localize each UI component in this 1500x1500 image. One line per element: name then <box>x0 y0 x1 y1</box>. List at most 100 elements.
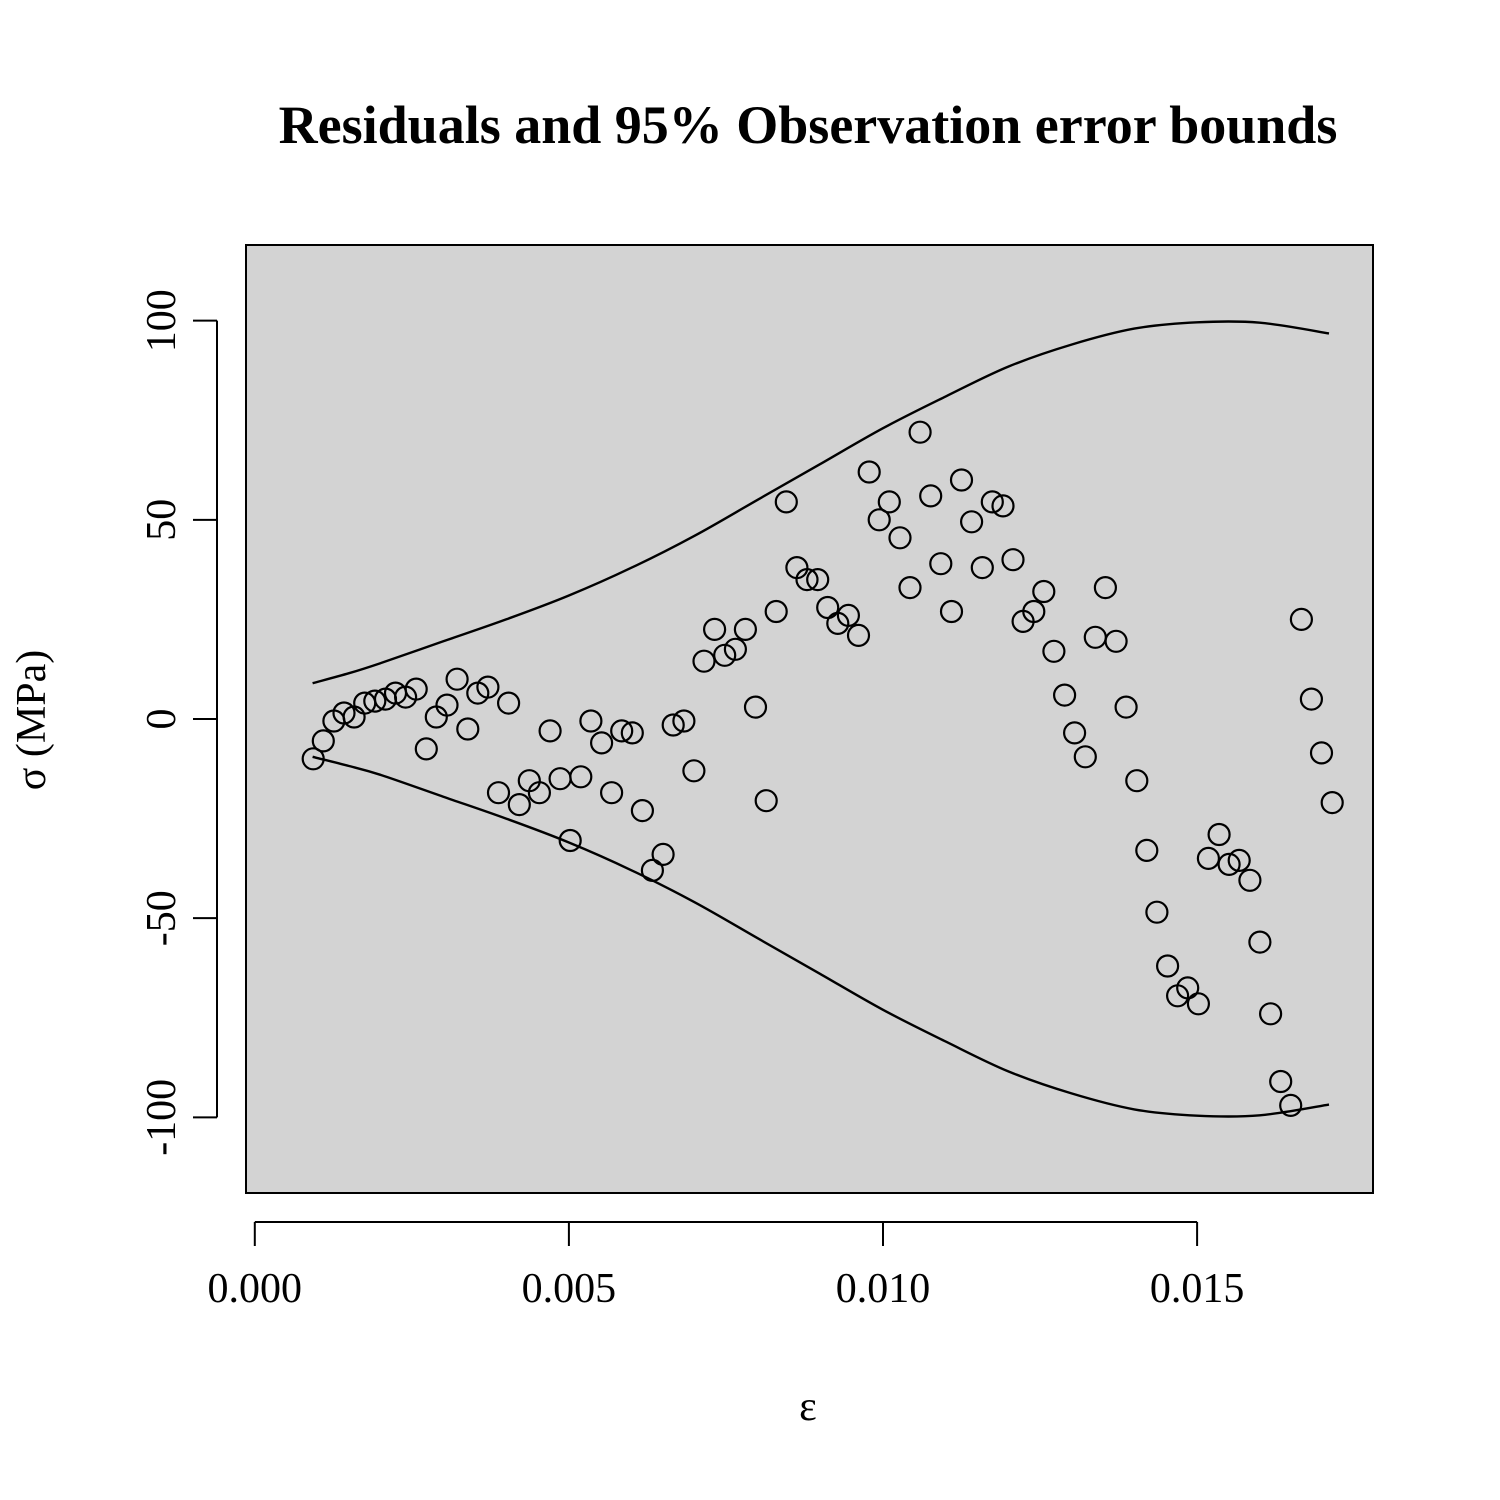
y-tick-label: -50 <box>139 890 185 946</box>
data-point <box>456 717 480 741</box>
data-point <box>620 721 644 745</box>
data-point <box>640 858 665 883</box>
data-point <box>404 677 428 701</box>
data-point <box>1042 639 1066 663</box>
data-point <box>527 781 552 805</box>
plot-panel <box>245 244 1374 1194</box>
data-point <box>1073 745 1097 769</box>
data-point <box>1227 848 1251 873</box>
data-point <box>672 709 696 733</box>
y-axis: -100 -50 0 50 100 <box>139 289 218 1156</box>
data-point <box>959 510 984 534</box>
data-point <box>435 693 459 717</box>
data-point <box>723 637 748 661</box>
data-point <box>486 781 511 805</box>
data-point <box>1238 868 1262 892</box>
error-bounds <box>312 320 1330 1118</box>
data-point <box>1125 769 1149 793</box>
data-point <box>806 567 830 592</box>
data-point <box>857 460 881 484</box>
data-point <box>919 484 943 508</box>
data-point <box>301 747 325 771</box>
data-point <box>497 691 521 715</box>
data-point <box>1269 1069 1293 1094</box>
data-point <box>970 555 994 580</box>
y-tick-label: -100 <box>139 1079 185 1156</box>
data-point <box>949 468 974 492</box>
data-point <box>980 490 1004 514</box>
upper-bound-line <box>312 320 1330 685</box>
data-point <box>846 623 871 648</box>
data-point <box>702 617 727 642</box>
data-point <box>1186 992 1211 1016</box>
data-point <box>1032 579 1056 604</box>
data-point <box>836 603 861 628</box>
data-point <box>1145 900 1169 924</box>
y-axis-label: σ (MPa) <box>9 650 55 790</box>
data-point <box>692 649 716 673</box>
data-point <box>558 828 582 853</box>
data-point <box>1114 695 1138 719</box>
data-point <box>908 420 932 444</box>
data-point <box>1052 683 1077 707</box>
data-point <box>445 667 469 691</box>
data-point <box>754 789 778 813</box>
data-point <box>1196 846 1221 871</box>
data-point <box>1135 838 1159 863</box>
data-point <box>311 729 335 753</box>
data-point <box>733 617 758 642</box>
lower-bound-line <box>312 755 1330 1118</box>
data-point <box>569 765 593 789</box>
data-point <box>888 526 912 550</box>
data-point <box>538 719 562 743</box>
x-tick-label: 0.005 <box>522 1266 617 1312</box>
data-point <box>630 798 655 823</box>
data-point <box>1062 721 1087 745</box>
data-point <box>1320 790 1344 815</box>
data-point <box>877 490 901 514</box>
data-point <box>682 759 706 783</box>
residual-points <box>301 420 1344 1118</box>
data-point <box>476 675 500 699</box>
data-point <box>599 781 624 805</box>
data-point <box>1176 976 1200 1000</box>
data-point <box>579 709 603 733</box>
data-point <box>713 643 737 667</box>
x-tick-label: 0.015 <box>1150 1266 1245 1312</box>
y-tick-label: 50 <box>139 499 185 541</box>
data-point <box>507 792 531 817</box>
data-point <box>939 599 964 624</box>
data-point <box>991 494 1015 518</box>
x-tick-label: 0.000 <box>208 1266 303 1312</box>
data-point <box>867 508 891 532</box>
data-point <box>332 701 356 725</box>
data-point <box>764 599 788 624</box>
data-point <box>1248 930 1272 954</box>
data-point <box>414 737 438 761</box>
data-point <box>743 695 768 719</box>
y-tick-label: 100 <box>139 289 185 352</box>
chart-title: Residuals and 95% Observation error boun… <box>279 95 1338 155</box>
data-point <box>589 731 614 755</box>
data-point <box>1104 629 1128 653</box>
x-tick-label: 0.010 <box>836 1266 931 1312</box>
y-tick-label: 0 <box>139 709 185 730</box>
data-point <box>1001 548 1025 572</box>
x-axis: 0.000 0.005 0.010 0.015 <box>208 1221 1245 1312</box>
data-point <box>651 842 675 867</box>
data-point <box>1258 1002 1283 1026</box>
data-point <box>1207 822 1231 847</box>
data-point <box>1093 575 1118 600</box>
data-point <box>1299 687 1324 711</box>
data-point <box>1309 741 1334 765</box>
data-point <box>661 713 685 737</box>
data-point <box>795 567 819 592</box>
data-point <box>898 575 922 600</box>
x-axis-label: ε <box>799 1384 817 1430</box>
data-point <box>1289 607 1314 632</box>
data-point <box>929 552 953 576</box>
data-point <box>1279 1093 1303 1118</box>
data-point <box>1155 954 1180 978</box>
data-point <box>1217 852 1241 877</box>
